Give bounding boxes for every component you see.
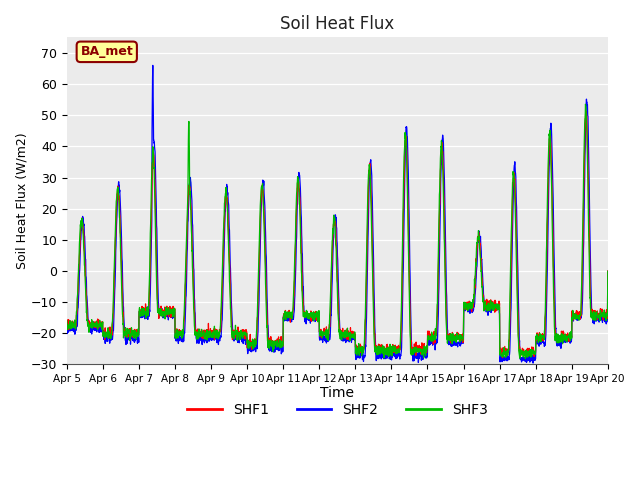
- Line: SHF2: SHF2: [67, 65, 608, 363]
- SHF2: [495, 305, 502, 311]
- SHF2: [149, 62, 157, 68]
- Y-axis label: Soil Heat Flux (W/m2): Soil Heat Flux (W/m2): [15, 132, 28, 269]
- SHF2: [365, 199, 372, 205]
- SHF3: [214, 331, 221, 337]
- SHF3: [604, 268, 612, 274]
- SHF1: [556, 333, 564, 338]
- SHF2: [529, 360, 537, 366]
- X-axis label: Time: Time: [320, 385, 355, 399]
- SHF2: [214, 339, 222, 345]
- SHF1: [365, 186, 372, 192]
- SHF1: [214, 333, 221, 338]
- SHF1: [63, 317, 70, 323]
- SHF2: [353, 350, 361, 356]
- SHF3: [63, 318, 70, 324]
- SHF2: [604, 268, 612, 274]
- SHF2: [557, 336, 564, 341]
- SHF3: [495, 306, 502, 312]
- SHF1: [495, 301, 502, 307]
- SHF1: [572, 313, 579, 319]
- SHF1: [353, 346, 360, 351]
- Legend: SHF1, SHF2, SHF3: SHF1, SHF2, SHF3: [181, 398, 493, 423]
- SHF3: [353, 352, 360, 358]
- SHF1: [499, 355, 506, 360]
- SHF1: [582, 108, 590, 114]
- SHF2: [63, 326, 70, 332]
- SHF3: [582, 101, 589, 107]
- SHF3: [365, 171, 372, 177]
- Text: BA_met: BA_met: [81, 45, 133, 59]
- Line: SHF1: SHF1: [67, 111, 608, 358]
- Line: SHF3: SHF3: [67, 104, 608, 359]
- SHF1: [604, 268, 612, 274]
- SHF2: [572, 315, 579, 321]
- SHF3: [572, 311, 579, 317]
- SHF3: [522, 356, 529, 361]
- Title: Soil Heat Flux: Soil Heat Flux: [280, 15, 394, 33]
- SHF3: [556, 338, 564, 344]
